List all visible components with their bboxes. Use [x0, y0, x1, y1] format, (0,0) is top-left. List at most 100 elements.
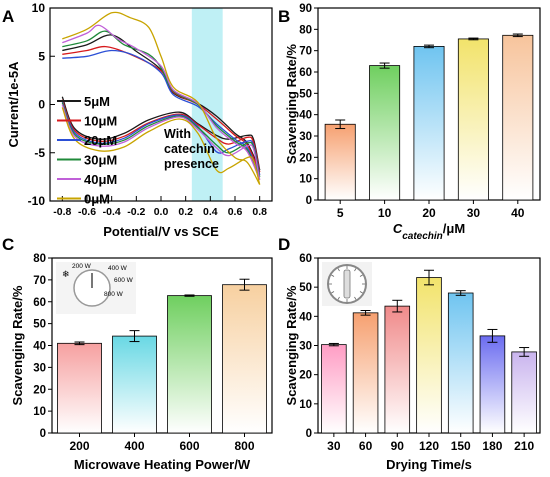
- x-tick-label: 0.6: [228, 206, 243, 218]
- y-tick-label: 90: [299, 3, 312, 15]
- bar-200: [57, 342, 102, 434]
- panel-letter-a: A: [2, 7, 14, 26]
- y-tick-label: 60: [299, 67, 312, 79]
- bar-800: [222, 284, 267, 434]
- y-tick-label: 10: [299, 399, 312, 411]
- y-tick-label: 20: [299, 370, 312, 382]
- y-tick-label: 20: [299, 152, 312, 164]
- bar-40: [502, 34, 534, 201]
- x-tick-label: 0.4: [203, 206, 218, 218]
- cv-reverse-3: [61, 102, 261, 178]
- x-tick-label: -0.6: [78, 206, 96, 218]
- timer-tick: [331, 274, 335, 277]
- bar-30: [457, 38, 489, 201]
- y-tick-label: 60: [299, 253, 312, 265]
- x-tick-label: 400: [124, 439, 144, 453]
- x-tick-label: 180: [482, 439, 502, 453]
- x-tick-label: -0.2: [127, 206, 145, 218]
- y-tick-label: 0: [40, 428, 46, 440]
- x-tick-label: 0.2: [178, 206, 193, 218]
- x-tick-label: 200: [69, 439, 89, 453]
- bar-120: [416, 277, 442, 434]
- timer-tick: [354, 268, 357, 272]
- annotation-text: With: [164, 127, 191, 141]
- bar-20: [413, 46, 445, 201]
- y-tick-label: 50: [299, 88, 312, 100]
- dial-label: 400 W: [108, 265, 128, 272]
- cv-forward-3: [62, 30, 261, 178]
- bar-180: [479, 335, 506, 434]
- timer-tick: [331, 291, 335, 294]
- cv-reverse-0: [61, 96, 261, 171]
- bar-90: [384, 305, 411, 434]
- y-axis-label: Current/1e-5A: [6, 61, 21, 148]
- panel-letter-b: B: [278, 7, 290, 26]
- annotation-text: catechin: [164, 142, 215, 156]
- cv-reverse-4: [61, 104, 261, 180]
- dial-label: 200 W: [72, 263, 92, 270]
- y-tick-label: 80: [299, 24, 312, 36]
- y-tick-label: 80: [33, 253, 46, 265]
- bar-210: [511, 351, 537, 434]
- y-tick-label: 50: [299, 282, 312, 294]
- x-tick-label: 40: [511, 206, 525, 220]
- timer-tick: [359, 291, 363, 294]
- x-axis-label: Potential/V vs SCE: [103, 224, 219, 239]
- x-tick-label: 600: [179, 439, 199, 453]
- y-tick-label: 10: [33, 406, 46, 418]
- y-tick-label: 70: [299, 46, 312, 58]
- dial-label: 800 W: [104, 291, 124, 298]
- panel-letter-d: D: [278, 235, 290, 254]
- cv-forward-4: [62, 24, 261, 181]
- timer-tick: [354, 296, 357, 300]
- y-axis-label: Scavenging Rate/%: [284, 44, 299, 164]
- timer-grip: [343, 269, 351, 299]
- legend-label: 10μM: [84, 114, 117, 129]
- y-tick-label: -5: [34, 146, 45, 160]
- legend-label: 20μM: [84, 133, 117, 148]
- x-tick-label: -0.4: [103, 206, 121, 218]
- snowflake-icon: ❄: [62, 269, 70, 279]
- x-tick-label: 20: [422, 206, 436, 220]
- y-tick-label: 10: [299, 174, 312, 186]
- x-tick-label: 30: [327, 439, 341, 453]
- x-axis-label: Microwave Heating Power/W: [74, 457, 251, 472]
- cv-forward-0: [62, 34, 261, 171]
- bar-600: [167, 295, 212, 434]
- bar-5: [324, 123, 356, 201]
- x-tick-label: 90: [391, 439, 405, 453]
- annotation-text: presence: [164, 157, 219, 171]
- y-tick-label: 30: [299, 341, 312, 353]
- timer-tick: [359, 274, 363, 277]
- bar-150: [447, 292, 474, 434]
- y-tick-label: 40: [299, 311, 312, 323]
- panel-a-cv-chart: -10 -5 0 5 10 -0.8 -0.6 -0.4 -0.2 0.0 0.2 0.4 0.6 0.8…: [6, 1, 273, 239]
- legend-label: 5μM: [84, 94, 110, 109]
- cv-reverse-2: [61, 101, 261, 176]
- panel-d-bar-chart: 0 10 20 30 40 50 60 30 60 90 120 150 180 210 Scavengin…: [284, 253, 541, 472]
- bar-60: [352, 312, 379, 434]
- x-tick-label: 30: [467, 206, 481, 220]
- y-tick-label: 0: [38, 98, 45, 112]
- y-tick-label: -10: [28, 194, 46, 208]
- legend-label: 0μM: [84, 192, 110, 207]
- y-tick-label: 60: [33, 297, 46, 309]
- panel-c-bar-chart: 0 10 20 30 40 50 60 70 80 200 400 600 800 Scavenging …: [10, 253, 273, 472]
- cv-reverse-5: [61, 107, 261, 185]
- x-tick-label: 60: [359, 439, 373, 453]
- y-tick-label: 0: [306, 428, 312, 440]
- timer-dial-inset: [322, 262, 372, 306]
- y-tick-label: 40: [299, 110, 312, 122]
- y-tick-label: 40: [33, 341, 46, 353]
- x-tick-label: 120: [419, 439, 439, 453]
- y-tick-label: 0: [306, 195, 312, 207]
- x-axis-label-unit: /μM: [443, 221, 465, 236]
- x-tick-label: -0.8: [53, 206, 71, 218]
- x-axis-label: Drying Time/s: [386, 457, 472, 472]
- y-tick-label: 20: [33, 384, 46, 396]
- x-tick-label: 10: [378, 206, 392, 220]
- x-tick-label: 800: [234, 439, 254, 453]
- x-tick-label: 150: [451, 439, 471, 453]
